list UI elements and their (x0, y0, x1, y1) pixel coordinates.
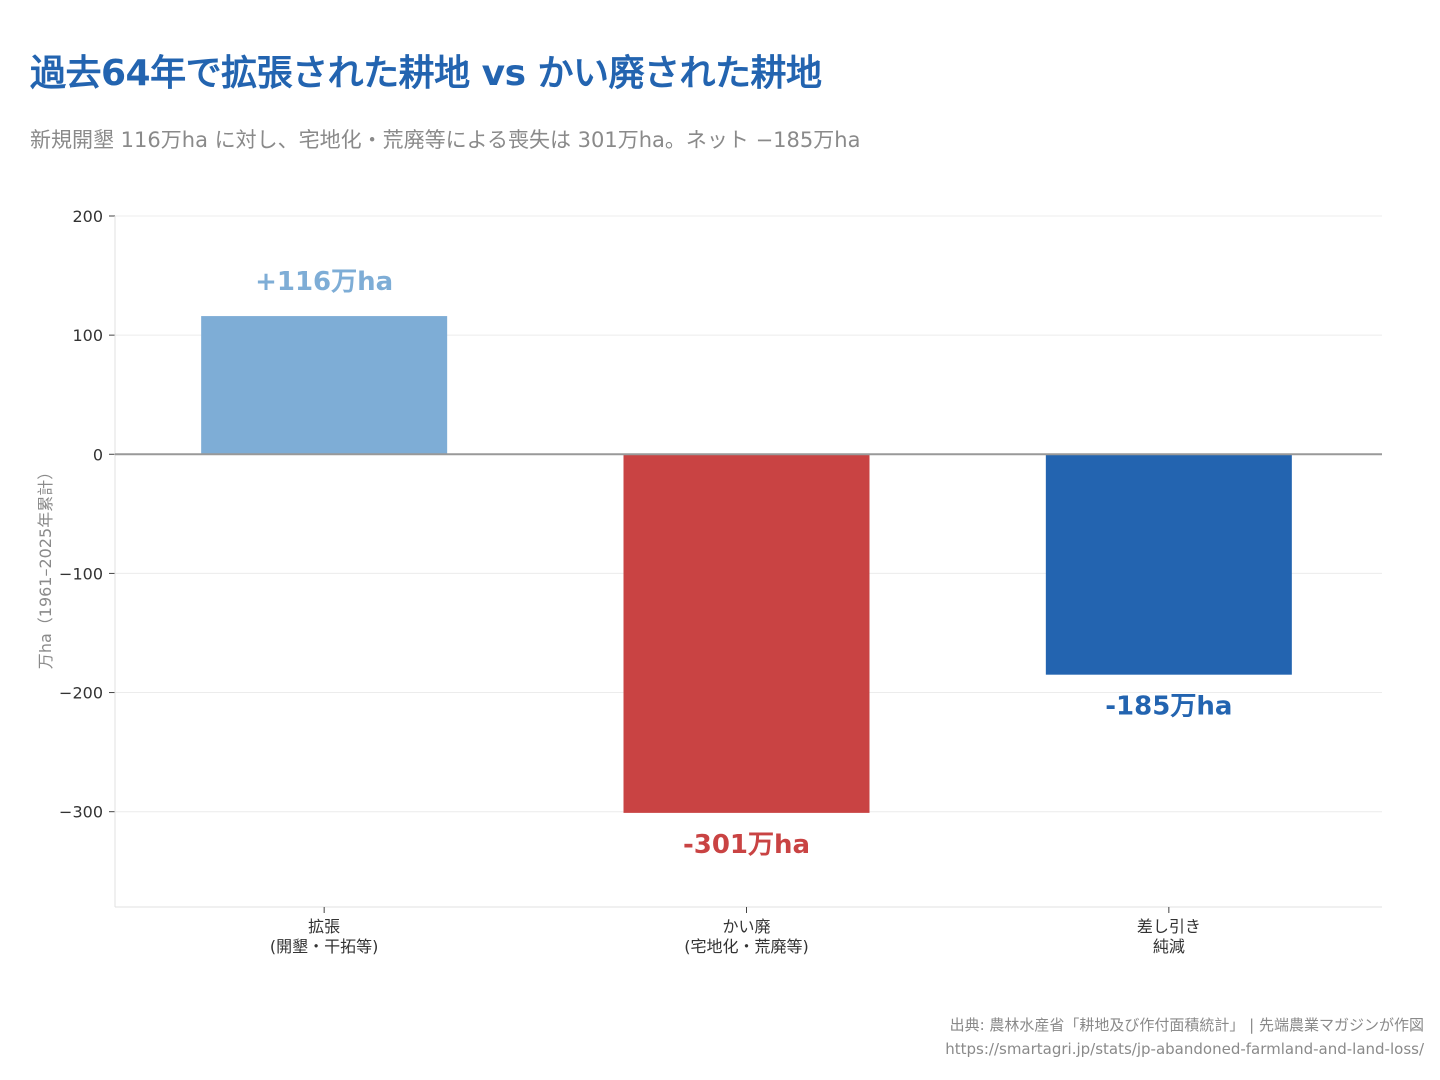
x-tick-label: 純減 (1153, 937, 1185, 956)
x-tick-label: 拡張 (308, 917, 340, 936)
chart-title: 過去64年で拡張された耕地 vs かい廃された耕地 (30, 53, 822, 94)
y-tick-label: 200 (72, 207, 103, 226)
y-tick-label: −100 (59, 564, 103, 583)
bar-1 (201, 316, 448, 455)
source-text: 出典: 農林水産省「耕地及び作付面積統計」 | 先端農業マガジンが作図 (949, 1016, 1424, 1034)
x-tick-label: かい廃 (722, 917, 770, 936)
bar-3 (1045, 454, 1292, 675)
y-axis-label: 万ha（1961–2025年累計） (36, 464, 55, 669)
bar-2 (623, 454, 870, 813)
y-tick-label: 100 (72, 326, 103, 345)
data-label-3: -185万ha (1105, 692, 1232, 722)
data-label-2: -301万ha (683, 830, 810, 860)
y-tick-label: −200 (59, 684, 103, 703)
x-tick-label: (宅地化・荒廃等) (684, 937, 809, 956)
y-tick-label: −300 (59, 803, 103, 822)
chart-subtitle: 新規開墾 116万ha に対し、宅地化・荒廃等による喪失は 301万ha。ネット… (30, 128, 861, 152)
source-url[interactable]: https://smartagri.jp/stats/jp-abandoned-… (945, 1040, 1424, 1058)
chart-source: 出典: 農林水産省「耕地及び作付面積統計」 | 先端農業マガジンが作図 http… (945, 1013, 1424, 1061)
x-tick-label: (開墾・干拓等) (270, 937, 379, 956)
x-tick-label: 差し引き (1137, 917, 1201, 936)
y-tick-label: 0 (93, 445, 103, 464)
data-label-1: +116万ha (255, 267, 393, 297)
